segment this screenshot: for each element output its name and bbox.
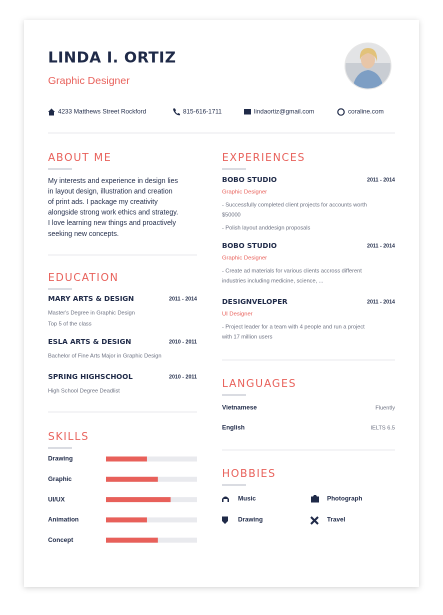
section-heading: HOBBIES (222, 468, 276, 480)
dates: 2010 - 2011 (169, 339, 197, 345)
company: BOBO STUDIO (222, 176, 277, 184)
section-heading: ABOUT ME (48, 152, 112, 164)
mail-icon (244, 109, 251, 115)
skill-bar (106, 537, 158, 543)
bullet-line: $50000 (222, 212, 241, 218)
skill-bar (106, 497, 171, 503)
role: Graphic Designer (222, 190, 267, 196)
language-level: Fluently (375, 405, 395, 411)
contact-item: lindaortiz@gmail.com (254, 109, 314, 116)
detail: Bachelor of Fine Arts Major in Graphic D… (48, 353, 161, 359)
contact-item: 4233 Matthews Street Rockford (58, 109, 147, 116)
section-heading: SKILLS (48, 431, 89, 443)
name: LINDA I. ORTIZ (48, 49, 176, 67)
drawing-icon (222, 516, 228, 524)
company: BOBO STUDIO (222, 242, 277, 250)
skill-name: UI/UX (48, 496, 66, 503)
dates: 2011 - 2014 (367, 243, 395, 249)
bullet-line: - Successfully completed client projects… (222, 202, 367, 208)
skill-track (106, 517, 197, 523)
bullet-line: - Create ad materials for various client… (222, 268, 362, 274)
home-icon (48, 108, 55, 116)
bullet-line: - Polish layout anddesign proposals (222, 225, 311, 231)
skill-bar (106, 476, 158, 482)
company: DESIGNVELOPER (222, 298, 288, 306)
globe-icon (337, 108, 345, 116)
dates: 2011 - 2014 (367, 177, 395, 183)
about-line: seeking new concepts. (48, 231, 119, 238)
photo-frame (344, 42, 392, 90)
section-heading: LANGUAGES (222, 378, 296, 390)
skill-bar (106, 456, 147, 462)
skill-name: Drawing (48, 456, 73, 463)
bullet-line: industries including medicine, science, … (222, 278, 324, 284)
dates: 2010 - 2011 (169, 374, 197, 380)
detail: Master's Degree in Graphic Design (48, 310, 135, 316)
detail: High School Degree Deadlist (48, 388, 120, 394)
about-line: alongside strong work ethics and strateg… (48, 210, 178, 217)
skill-name: Concept (48, 537, 74, 544)
skill-name: Graphic (48, 476, 72, 483)
skill-track (106, 456, 197, 462)
card (24, 20, 419, 587)
school: SPRING HIGHSCHOOL (48, 373, 133, 381)
section-heading: EXPERIENCES (222, 152, 305, 164)
phone-icon (173, 108, 181, 116)
camera-icon (311, 495, 319, 503)
about-line: in layout design, illustration and creat… (48, 188, 173, 195)
skill-bar (106, 517, 147, 523)
detail: Top 5 of the class (48, 321, 92, 327)
about-line: My interests and experience in design li… (48, 178, 178, 185)
role: Graphic Designer (222, 256, 267, 262)
bullet-line: with 17 million users (221, 334, 273, 340)
skill-name: Animation (48, 517, 79, 524)
hobby: Drawing (238, 517, 263, 524)
school: ESLA ARTS & DESIGN (48, 338, 131, 346)
hobby: Music (238, 496, 256, 503)
job-title: Graphic Designer (48, 75, 130, 87)
section-heading: EDUCATION (48, 272, 119, 284)
hobby: Travel (327, 517, 345, 524)
language: Vietnamese (222, 405, 257, 412)
dates: 2011 - 2014 (169, 296, 197, 302)
bullet-line: - Project leader for a team with 4 peopl… (222, 324, 365, 330)
about-line: of print ads. I package my creativity (48, 199, 158, 206)
travel-icon (310, 516, 319, 525)
about-line: I love learning new things and proactive… (48, 220, 177, 227)
dates: 2011 - 2014 (367, 299, 395, 305)
contact-item: 815-616-1711 (183, 109, 222, 116)
role: UI Designer (222, 312, 253, 318)
contact-item: coraline.com (348, 109, 384, 116)
hobby: Photograph (327, 496, 362, 503)
music-icon (222, 496, 229, 502)
school: MARY ARTS & DESIGN (48, 295, 134, 303)
profile-photo (345, 43, 391, 89)
language-level: IELTS 6.5 (371, 425, 395, 431)
language: English (222, 425, 245, 432)
